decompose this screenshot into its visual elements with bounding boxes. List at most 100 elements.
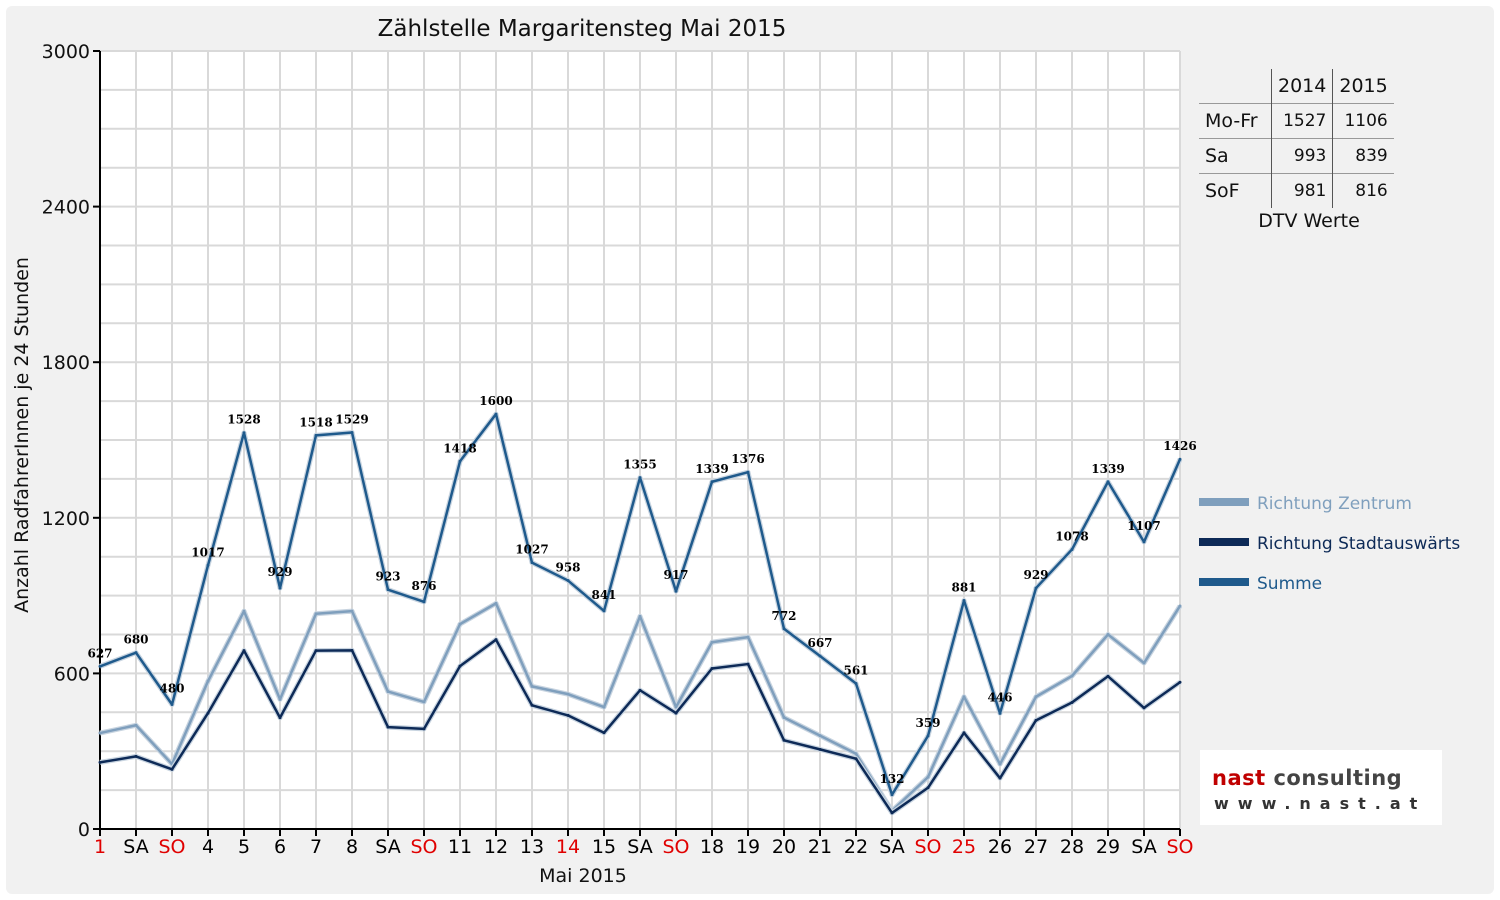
data-point xyxy=(1142,661,1146,665)
x-tick-label: 29 xyxy=(1096,836,1120,858)
data-point xyxy=(782,715,786,719)
x-tick-label: SO xyxy=(158,836,185,858)
data-label: 1529 xyxy=(335,412,368,426)
data-point xyxy=(602,609,606,613)
logo-wordmark: nast consulting xyxy=(1212,766,1402,790)
data-point xyxy=(1034,718,1038,722)
data-point xyxy=(674,589,678,593)
data-point xyxy=(170,703,174,707)
x-tick-label: SA xyxy=(375,836,400,858)
dtv-value-2014: 981 xyxy=(1270,173,1333,208)
data-point xyxy=(134,754,138,758)
data-point xyxy=(1070,700,1074,704)
x-tick-label: SO xyxy=(662,836,689,858)
data-point xyxy=(782,627,786,631)
dtv-table-header-2015: 2015 xyxy=(1332,69,1394,104)
data-point xyxy=(530,703,534,707)
data-point xyxy=(494,412,498,416)
x-tick-label: SO xyxy=(1166,836,1193,858)
data-label: 1107 xyxy=(1127,519,1160,533)
y-tick-label: 2400 xyxy=(42,197,90,219)
y-axis-title: Anzahl RadfahrerInnen je 24 Stunden xyxy=(11,257,33,613)
data-label: 958 xyxy=(555,561,580,575)
data-point xyxy=(1178,457,1182,461)
data-point xyxy=(1106,633,1110,636)
data-point xyxy=(350,609,354,613)
x-tick-label: 7 xyxy=(310,836,322,858)
dtv-value-2015: 839 xyxy=(1332,138,1394,174)
data-point xyxy=(98,760,102,764)
data-label: 1339 xyxy=(1091,462,1124,476)
data-point xyxy=(926,775,930,779)
data-point xyxy=(602,705,606,709)
data-point xyxy=(278,586,282,590)
data-point xyxy=(926,734,930,738)
x-tick-label: SA xyxy=(879,836,904,858)
dtv-caption: DTV Werte xyxy=(1258,210,1360,232)
x-tick-label: SO xyxy=(410,836,437,858)
data-label: 1426 xyxy=(1163,439,1196,453)
dtv-table-header-empty xyxy=(1199,69,1272,104)
data-point xyxy=(782,738,786,742)
data-point xyxy=(530,684,534,688)
data-point xyxy=(818,747,822,751)
data-point xyxy=(638,688,642,692)
data-point xyxy=(998,776,1002,780)
legend-swatch xyxy=(1199,538,1249,546)
dtv-value-2014: 1527 xyxy=(1270,103,1333,139)
data-point xyxy=(566,579,570,583)
data-point xyxy=(530,561,534,565)
data-point xyxy=(386,588,390,592)
data-point xyxy=(962,731,966,735)
data-label: 1518 xyxy=(299,415,332,429)
dtv-row-label: SoF xyxy=(1199,173,1272,208)
data-label: 359 xyxy=(915,716,940,730)
data-point xyxy=(458,459,462,463)
data-label: 929 xyxy=(267,565,292,579)
data-point xyxy=(1178,680,1182,684)
data-point xyxy=(602,731,606,735)
data-point xyxy=(1106,480,1110,484)
data-point xyxy=(890,793,894,797)
data-label: 446 xyxy=(987,690,1012,704)
data-point xyxy=(1142,706,1146,710)
x-tick-label: 27 xyxy=(1024,836,1048,858)
data-point xyxy=(278,716,282,720)
x-tick-label: 13 xyxy=(520,836,544,858)
data-label: 561 xyxy=(843,664,868,678)
y-tick-label: 1200 xyxy=(42,508,90,530)
data-label: 841 xyxy=(591,588,616,602)
legend-swatch xyxy=(1199,498,1249,506)
data-point xyxy=(926,786,930,790)
data-point xyxy=(350,648,354,652)
chart-frame: 0 600 1200 1800 2400 3000 1 SA SO 4 5 6 7 8 SA SO 11 12 13… xyxy=(6,6,1494,894)
x-tick-label: 11 xyxy=(448,836,472,858)
data-label: 1528 xyxy=(227,413,260,427)
line-chart: 0 600 1200 1800 2400 3000 1 SA SO 4 5 6 7 8 SA SO 11 12 13… xyxy=(11,16,1460,887)
data-point xyxy=(314,433,318,437)
dtv-table-row: Mo-Fr 1527 1106 xyxy=(1199,103,1394,139)
data-point xyxy=(710,640,714,644)
x-tick-label: 18 xyxy=(700,836,724,858)
data-point xyxy=(1070,674,1074,678)
data-label: 667 xyxy=(807,636,832,650)
company-logo: nast consulting www.nast.at xyxy=(1200,750,1442,825)
data-point xyxy=(206,563,210,567)
dtv-table-row: SoF 981 816 xyxy=(1199,173,1394,208)
legend-label: Summe xyxy=(1257,574,1322,594)
data-point xyxy=(98,731,102,735)
y-tick-label: 3000 xyxy=(42,41,90,63)
dtv-table-header-2014: 2014 xyxy=(1270,69,1333,104)
data-label: 1078 xyxy=(1055,529,1088,543)
data-point xyxy=(98,664,102,668)
data-point xyxy=(746,470,750,474)
data-label: 1376 xyxy=(731,452,764,466)
data-point xyxy=(1070,547,1074,551)
dtv-value-2015: 1106 xyxy=(1332,103,1394,139)
dtv-row-label: Sa xyxy=(1199,138,1272,174)
data-point xyxy=(962,599,966,603)
data-label: 917 xyxy=(663,568,688,582)
data-point xyxy=(242,649,246,653)
x-tick-label: 4 xyxy=(202,836,214,858)
x-axis-title: Mai 2015 xyxy=(539,865,627,887)
